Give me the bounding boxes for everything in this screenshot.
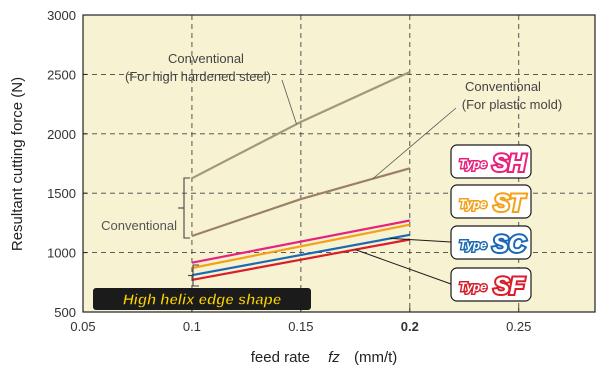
series-line-SH [191,219,411,264]
badge-type-label-SH: Type [459,157,487,171]
badge-frame-SH [450,144,532,179]
badge-code-SF: SF [494,273,526,300]
leader-type-SF [355,249,452,285]
y-tick-label: 1500 [47,186,76,201]
annotation-conventional: Conventional [101,218,177,233]
y-tick-label: 2500 [47,67,76,82]
x-tick-label: 0.2 [401,319,419,334]
badge-type-label-ST: Type [459,197,487,211]
annotation-conventional-plastic-line1: Conventional [465,79,541,94]
badge-code-SC: SC [492,231,526,258]
x-axis-label: feed rate fz (mm/t) [251,349,398,366]
x-tick-label: 0.05 [70,319,95,334]
y-tick-label: 1000 [47,246,76,261]
x-axis-label-main: feed rate [251,349,310,366]
x-tick-label: 0.25 [506,319,531,334]
leader-conventional-plastic [372,107,457,180]
y-axis-label: Resultant cutting force (N) [9,77,26,251]
plot-frame [82,14,596,313]
tick-labels: 0.05 0.1 0.15 0.2 0.25 500 1000 1500 2000 2500 300… [47,8,531,334]
badge-type-label-SC: Type [459,238,487,252]
badge-frame-SC [450,225,532,260]
annotation-high-helix: High helix edge shape [123,292,281,309]
x-axis-label-unit: (mm/t) [354,349,397,366]
series-line-conv_hardened [191,70,411,180]
series-line-ST [191,223,411,270]
badge-type-label-SF: Type [459,280,487,294]
y-tick-label: 2000 [47,127,76,142]
badge-code-ST: ST [494,190,527,217]
type-badges: Type SH Type ST Type SC Type SF [355,144,532,302]
annotations: Conventional (For high hardened steel) Con… [93,51,562,310]
series-line-SF [191,238,411,281]
x-tick-label: 0.15 [288,319,313,334]
y-tick-label: 500 [54,305,76,320]
series-line-SC [191,233,411,277]
high-helix-label-box [93,288,311,310]
annotation-conventional-hardened-line1: Conventional [168,51,244,66]
y-tick-label: 3000 [47,8,76,23]
annotation-conventional-plastic-line2: (For plastic mold) [462,97,562,112]
leader-conventional-hardened [281,79,297,125]
leader-type-SC [390,237,452,243]
x-axis-label-symbol: fz [328,349,340,366]
badge-frame-SF [450,267,532,302]
badge-code-SH: SH [492,150,526,177]
x-tick-label: 0.1 [183,319,201,334]
badge-frame-ST [450,184,532,219]
annotation-conventional-hardened-line2: (For high hardened steel) [125,69,271,84]
